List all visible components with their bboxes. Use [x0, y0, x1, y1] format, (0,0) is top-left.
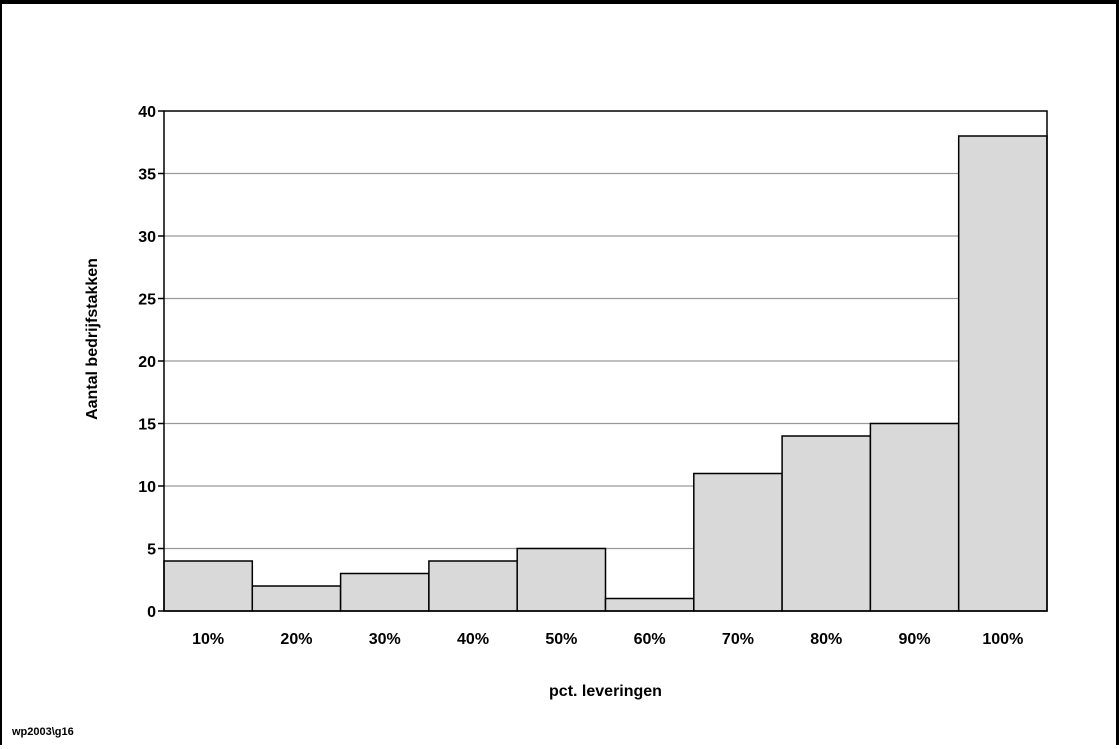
- bar: [251, 585, 342, 612]
- x-tick-label: 100%: [982, 631, 1023, 648]
- bar: [957, 135, 1048, 612]
- bar: [428, 560, 518, 612]
- bar: [781, 435, 872, 612]
- y-tick-labels: 0 5 10 15 20 25 30 35 40: [138, 104, 156, 621]
- x-tick-label: 40%: [457, 631, 489, 648]
- bar: [516, 547, 607, 612]
- bar: [869, 422, 960, 612]
- axes: [158, 110, 1048, 612]
- y-tick-label: 30: [138, 229, 156, 246]
- bar: [163, 560, 254, 612]
- x-tick-label: 50%: [545, 631, 577, 648]
- footnote: wp2003\g16: [12, 726, 74, 738]
- y-tick-label: 15: [138, 417, 156, 434]
- y-tick-label: 10: [138, 479, 156, 496]
- y-tick-label: 0: [147, 604, 156, 621]
- y-tick-label: 25: [138, 292, 156, 309]
- x-tick-label: 70%: [722, 631, 754, 648]
- x-axis-title: pct. leveringen: [549, 683, 662, 700]
- x-tick-label: 10%: [192, 631, 224, 648]
- y-axis-title: Aantal bedrijfstakken: [84, 258, 101, 420]
- x-tick-label: 90%: [899, 631, 931, 648]
- x-tick-labels: 10% 20% 30% 40% 50% 60% 70% 80% 90% 100%: [192, 631, 1023, 648]
- plot-frame: [163, 110, 1048, 612]
- y-tick-label: 40: [138, 104, 156, 121]
- bar: [693, 472, 783, 612]
- bar-chart: 0 5 10 15 20 25 30 35 40 10% 20% 30% 40% 50% 60% 70% 80…: [84, 104, 1048, 700]
- x-tick-label: 20%: [280, 631, 312, 648]
- y-tick-label: 5: [147, 542, 156, 559]
- y-tick-label: 20: [138, 354, 156, 371]
- grid-lines: [164, 111, 1047, 611]
- x-tick-label: 60%: [634, 631, 666, 648]
- bar: [604, 597, 695, 612]
- x-tick-label: 30%: [369, 631, 401, 648]
- bar: [339, 572, 430, 612]
- x-tick-label: 80%: [810, 631, 842, 648]
- y-tick-label: 35: [138, 167, 156, 184]
